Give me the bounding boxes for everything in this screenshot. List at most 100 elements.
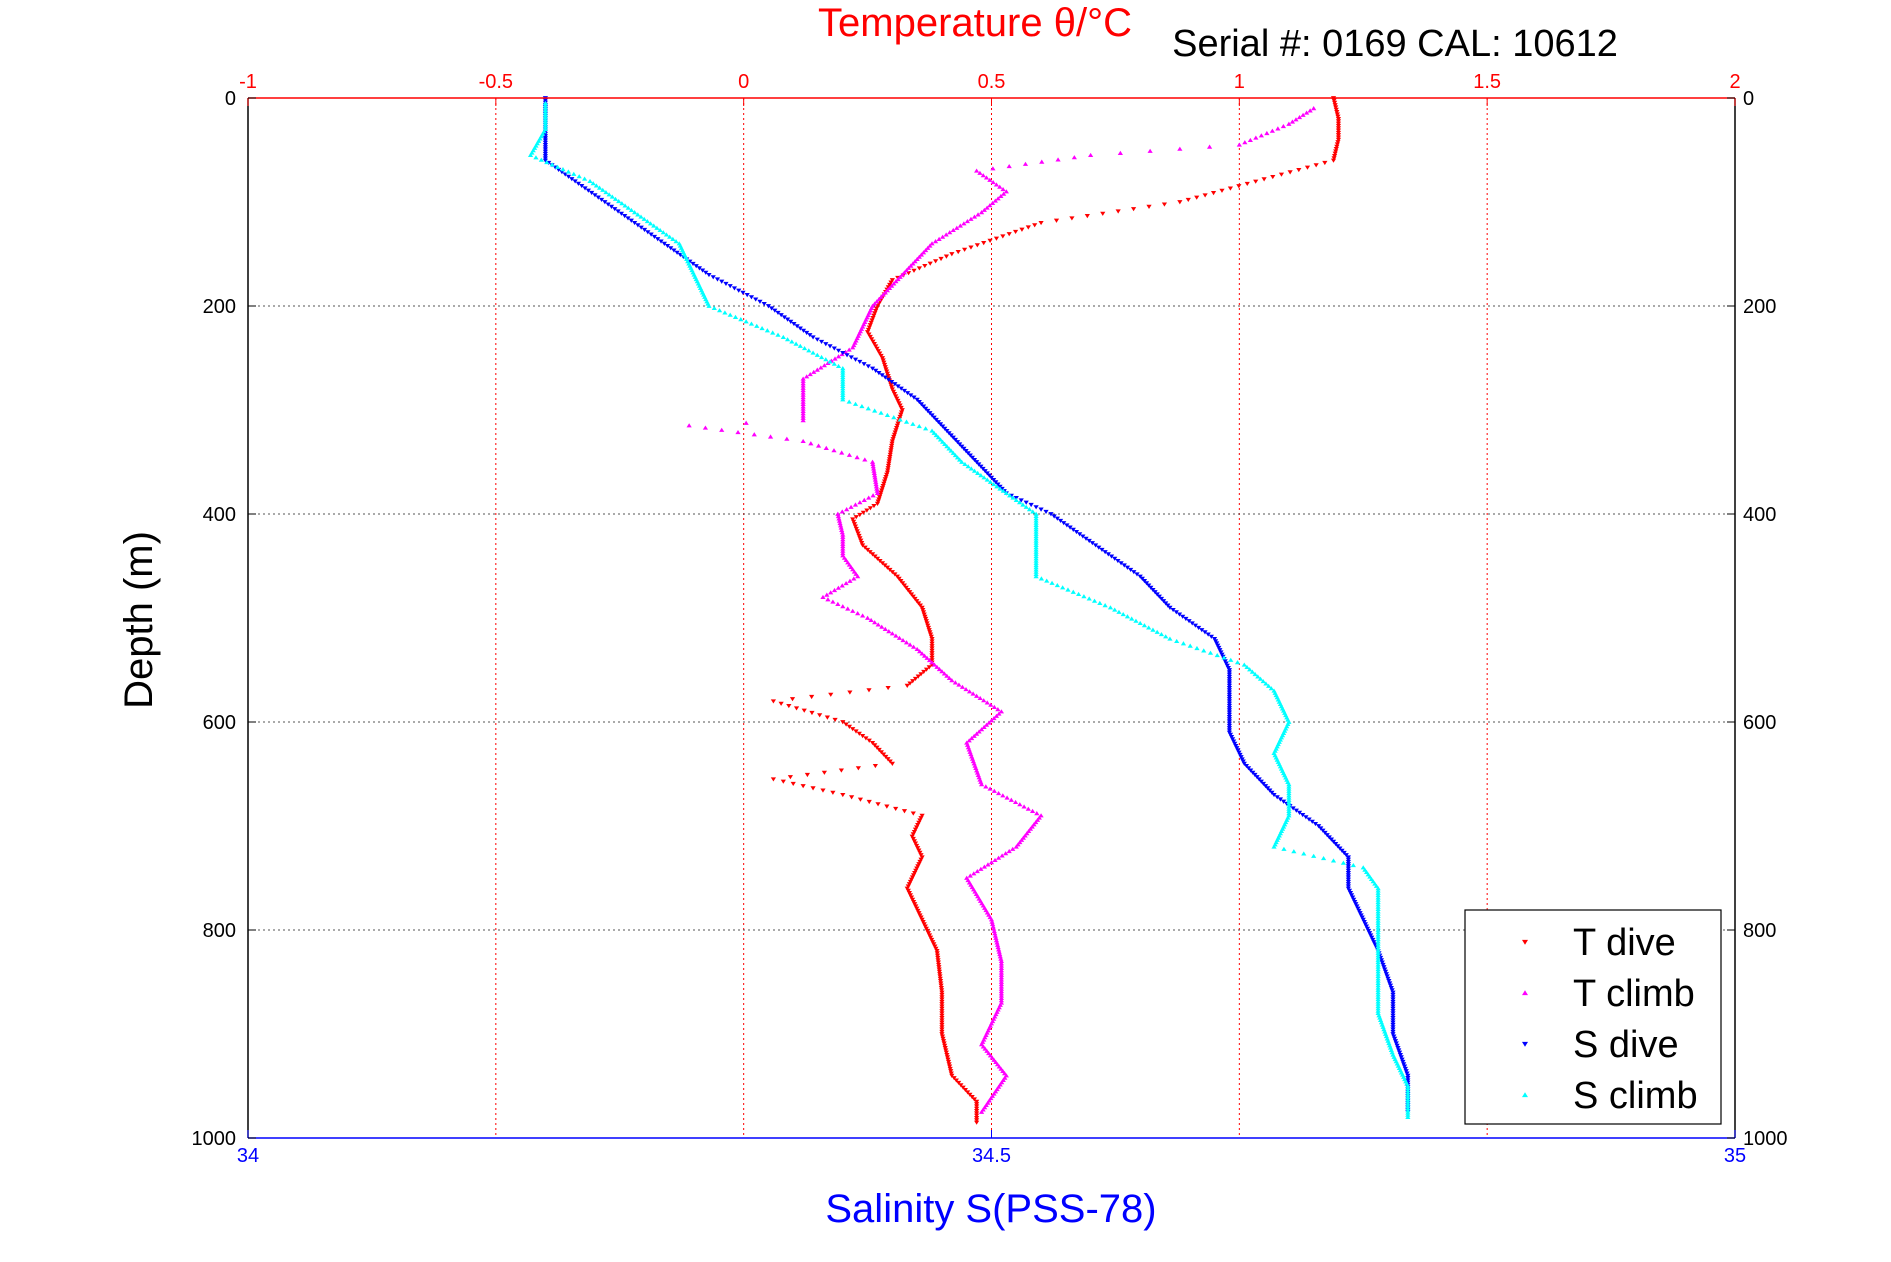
data-point bbox=[879, 486, 886, 491]
data-point bbox=[800, 404, 806, 409]
data-point bbox=[1260, 679, 1266, 684]
data-point bbox=[1387, 981, 1393, 986]
data-point bbox=[968, 466, 974, 471]
data-point bbox=[825, 597, 831, 602]
data-point bbox=[924, 655, 930, 660]
depth-tick-label-right: 600 bbox=[1743, 712, 1776, 734]
data-point bbox=[1236, 750, 1242, 755]
data-point bbox=[871, 504, 877, 509]
data-point bbox=[891, 392, 898, 397]
data-point bbox=[903, 268, 910, 273]
data-point bbox=[893, 394, 899, 399]
data-point bbox=[823, 357, 829, 362]
data-point bbox=[885, 686, 891, 691]
data-point bbox=[1334, 112, 1340, 117]
data-point bbox=[840, 383, 846, 389]
data-point bbox=[1335, 126, 1342, 131]
data-point bbox=[1033, 505, 1039, 510]
data-point bbox=[1210, 191, 1217, 196]
data-point bbox=[949, 678, 955, 683]
data-point bbox=[1025, 225, 1031, 230]
data-point bbox=[1226, 726, 1233, 731]
data-point bbox=[791, 322, 797, 327]
data-point bbox=[1000, 793, 1006, 798]
data-point bbox=[1033, 554, 1039, 559]
data-point bbox=[965, 451, 971, 456]
data-point bbox=[1039, 159, 1045, 164]
data-point bbox=[843, 580, 849, 586]
data-point bbox=[800, 415, 806, 420]
data-point bbox=[1010, 846, 1016, 851]
data-point bbox=[914, 397, 920, 402]
data-point bbox=[1375, 932, 1381, 937]
data-point bbox=[542, 105, 548, 110]
data-point bbox=[1012, 229, 1019, 235]
data-point bbox=[1202, 193, 1208, 198]
data-point bbox=[934, 664, 940, 669]
data-point bbox=[1260, 781, 1267, 786]
data-point bbox=[929, 655, 935, 661]
data-point bbox=[840, 379, 846, 384]
data-point bbox=[544, 159, 550, 165]
data-point bbox=[1226, 703, 1233, 708]
data-point bbox=[872, 743, 878, 748]
data-point bbox=[801, 708, 807, 713]
data-point bbox=[953, 1078, 959, 1083]
data-point bbox=[1339, 848, 1345, 853]
data-point bbox=[986, 473, 992, 478]
data-point bbox=[1390, 992, 1396, 998]
data-point bbox=[1286, 806, 1292, 811]
data-point bbox=[1368, 933, 1374, 938]
data-point bbox=[971, 214, 978, 219]
data-point bbox=[1304, 165, 1311, 170]
data-point bbox=[908, 393, 914, 398]
data-point bbox=[919, 855, 925, 860]
data-point bbox=[1375, 927, 1381, 932]
data-point bbox=[981, 864, 988, 869]
data-point bbox=[592, 193, 598, 198]
data-point bbox=[587, 178, 593, 184]
data-point bbox=[888, 382, 894, 388]
data-point bbox=[995, 790, 1002, 796]
depth-tick-label-right: 400 bbox=[1743, 504, 1776, 526]
data-point bbox=[907, 642, 913, 647]
data-point bbox=[1335, 135, 1342, 140]
data-point bbox=[1033, 547, 1039, 552]
data-point bbox=[743, 420, 749, 425]
data-point bbox=[992, 933, 998, 938]
data-point bbox=[974, 693, 980, 698]
data-point bbox=[628, 218, 634, 223]
data-point bbox=[889, 441, 895, 446]
data-point bbox=[1280, 123, 1286, 129]
data-point bbox=[1345, 866, 1351, 871]
data-point bbox=[1333, 105, 1339, 110]
data-point bbox=[882, 290, 888, 295]
data-point bbox=[1013, 497, 1019, 502]
data-point bbox=[922, 263, 928, 269]
data-point bbox=[832, 717, 838, 723]
data-point bbox=[1177, 146, 1183, 151]
data-point bbox=[1071, 155, 1077, 160]
data-point bbox=[974, 168, 980, 173]
data-point bbox=[939, 1006, 945, 1011]
data-point bbox=[1361, 920, 1367, 925]
data-point bbox=[840, 537, 846, 542]
data-point bbox=[929, 413, 935, 418]
data-point bbox=[971, 457, 978, 463]
data-point bbox=[1333, 149, 1339, 154]
data-point bbox=[895, 421, 901, 426]
data-point bbox=[1003, 851, 1009, 856]
data-point bbox=[943, 254, 950, 259]
data-point bbox=[835, 601, 841, 606]
data-point bbox=[934, 951, 940, 956]
data-point bbox=[1226, 686, 1233, 691]
data-point bbox=[789, 697, 796, 702]
data-point bbox=[1226, 721, 1233, 726]
data-point bbox=[1000, 186, 1006, 192]
data-point bbox=[939, 995, 945, 1000]
data-point bbox=[917, 859, 923, 864]
data-point bbox=[917, 649, 923, 654]
data-point bbox=[995, 196, 1001, 201]
data-point bbox=[1383, 972, 1389, 977]
data-point bbox=[612, 196, 619, 201]
